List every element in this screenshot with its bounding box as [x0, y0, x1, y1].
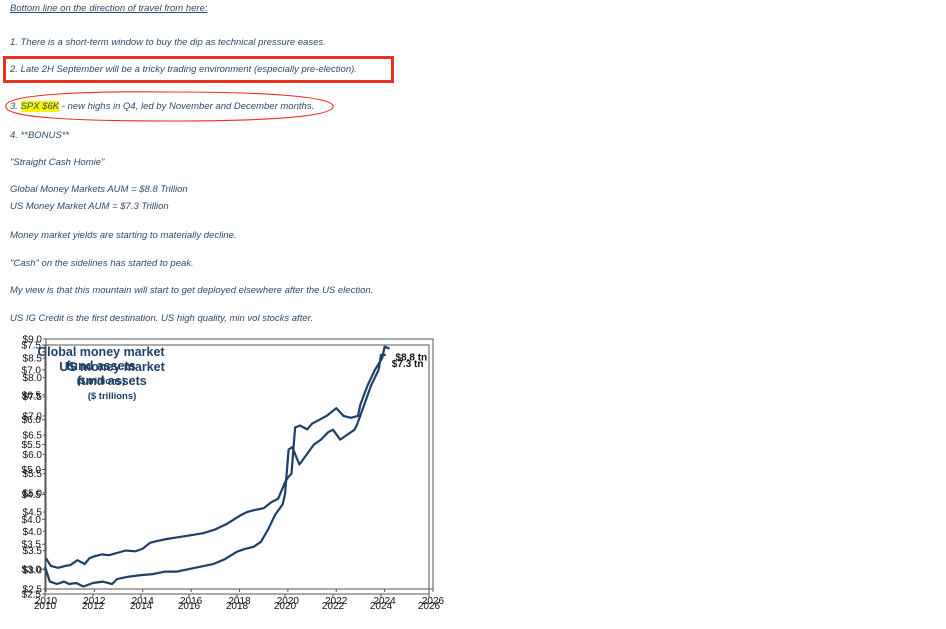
x-tick-label: 2022 — [325, 596, 348, 607]
note-credit: US IG Credit is the first destination. U… — [10, 313, 314, 324]
x-tick-label: 2026 — [422, 596, 445, 607]
x-tick-label: 2012 — [82, 601, 105, 610]
y-tick-label: $9.0 — [23, 335, 43, 346]
chart-title-line: Global money market — [37, 345, 165, 359]
x-tick-label: 2010 — [34, 601, 57, 610]
note-yields: Money market yields are starting to mate… — [10, 230, 237, 241]
y-tick-label: $4.5 — [23, 508, 43, 519]
y-tick-label: $3.0 — [22, 565, 42, 576]
y-tick-label: $6.0 — [22, 415, 42, 426]
x-tick-label: 2018 — [226, 601, 249, 610]
x-tick-label: 2018 — [228, 596, 251, 607]
y-tick-label: $7.0 — [22, 365, 42, 376]
x-tick-label: 2014 — [132, 596, 155, 607]
end-value-label: $8.8 tn — [395, 353, 427, 364]
x-tick-label: 2016 — [178, 601, 201, 610]
red-highlight-box — [3, 56, 394, 83]
y-tick-label: $7.5 — [23, 392, 43, 403]
y-tick-label: $3.0 — [23, 565, 43, 576]
x-tick-label: 2010 — [35, 596, 58, 607]
y-tick-label: $5.0 — [22, 465, 42, 476]
y-tick-label: $5.5 — [23, 469, 43, 480]
x-tick-label: 2026 — [418, 601, 441, 610]
y-tick-label: $5.5 — [22, 440, 42, 451]
chart-title-line: fund assets — [77, 374, 147, 388]
y-tick-label: $7.0 — [23, 411, 43, 422]
x-tick-label: 2022 — [322, 601, 345, 610]
x-tick-label: 2020 — [277, 596, 300, 607]
note-item-3-rest: - new highs in Q4, led by November and D… — [59, 101, 315, 112]
note-quote: "Straight Cash Homie" — [10, 157, 105, 168]
x-tick-label: 2014 — [130, 601, 153, 610]
chart-title: Global money market fund assets — [37, 345, 165, 373]
note-view: My view is that this mountain will start… — [10, 285, 374, 296]
note-item-2: 2. Late 2H September will be a tricky tr… — [10, 64, 357, 75]
chart-subtitle: ($ trillions) — [77, 376, 126, 387]
x-tick-label: 2020 — [274, 601, 297, 610]
y-tick-label: $5.0 — [23, 488, 43, 499]
note-item-1: 1. There is a short-term window to buy t… — [10, 37, 326, 48]
chart-title: US money market fund assets — [59, 360, 165, 388]
note-item-3-prefix: 3. — [10, 101, 21, 112]
y-tick-label: $2.5 — [22, 590, 42, 601]
chart-subtitle: ($ trillions) — [88, 391, 137, 402]
highlighted-spx-target: SPX $6K — [20, 101, 60, 112]
series-line — [45, 345, 390, 569]
y-tick-label: $6.5 — [22, 390, 42, 401]
y-tick-label: $4.0 — [23, 527, 43, 538]
end-value-label: $7.3 tn — [392, 359, 424, 370]
note-global-aum: Global Money Markets AUM = $8.8 Trillion — [10, 184, 188, 195]
x-tick-label: 2016 — [180, 596, 203, 607]
note-item-4: 4. **BONUS** — [10, 130, 70, 141]
note-cash: "Cash" on the sidelines has started to p… — [10, 258, 194, 269]
y-tick-label: $2.5 — [23, 585, 43, 596]
y-tick-label: $3.5 — [23, 546, 43, 557]
y-tick-label: $6.5 — [23, 431, 43, 442]
y-tick-label: $3.5 — [22, 540, 42, 551]
us-chart: $2.5 $3.0 $3.5 $4.0 $4.5 $5.0 $5.5 $6.0 $6.5 $7.0… — [0, 338, 441, 611]
y-tick-label: $8.0 — [23, 373, 43, 384]
x-tick-label: 2024 — [370, 601, 393, 610]
note-us-aum: US Money Market AUM = $7.3 Trillion — [10, 201, 169, 212]
y-tick-label: $8.5 — [23, 354, 43, 365]
chart-title-line: fund assets — [66, 359, 136, 373]
chart-title-line: US money market — [59, 360, 165, 374]
x-tick-label: 2024 — [374, 596, 397, 607]
x-tick-label: 2012 — [83, 596, 106, 607]
red-hand-drawn-circle — [5, 91, 334, 122]
notes-heading: Bottom line on the direction of travel f… — [10, 3, 208, 14]
y-tick-label: $4.0 — [22, 515, 42, 526]
series-line — [43, 353, 386, 588]
y-tick-label: $6.0 — [23, 450, 43, 461]
global-chart: $2.5 $3.0 $3.5 $4.0 $4.5 $5.0 $5.5 $6.0 $6.5 $7.0… — [0, 333, 452, 609]
y-tick-label: $4.5 — [22, 490, 42, 501]
y-tick-label: $7.5 — [22, 341, 42, 352]
note-item-3: 3. SPX $6K - new highs in Q4, led by Nov… — [10, 101, 314, 112]
